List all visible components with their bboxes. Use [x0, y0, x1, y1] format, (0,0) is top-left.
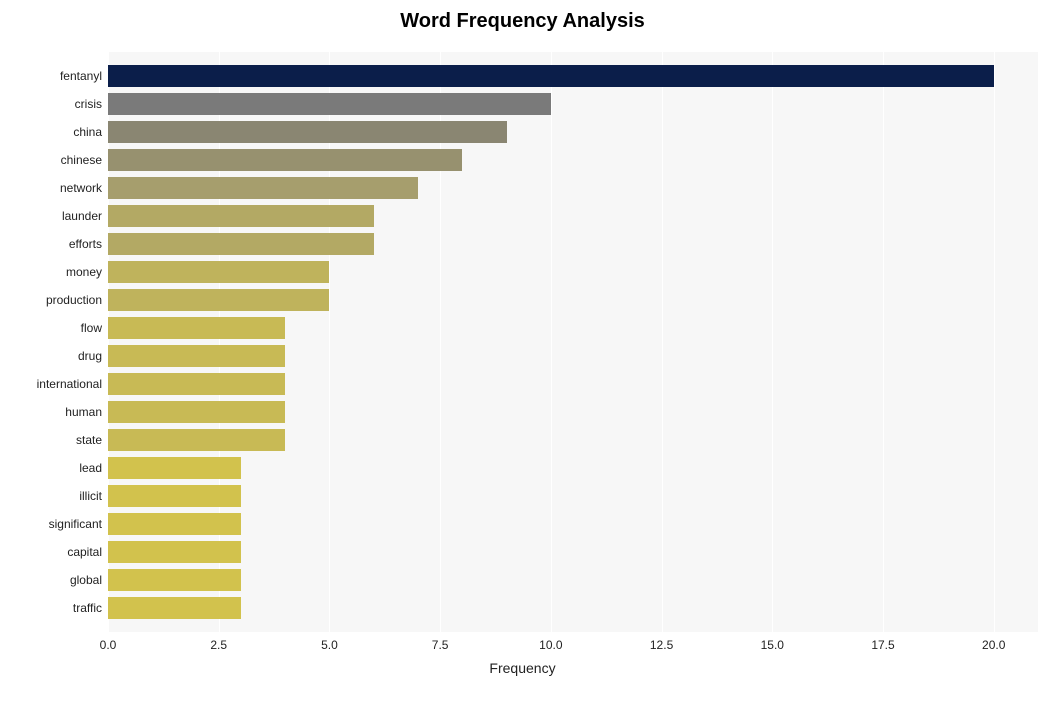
- y-tick-label: human: [65, 405, 108, 419]
- bar: [108, 317, 285, 339]
- bar: [108, 429, 285, 451]
- y-tick-label: drug: [78, 349, 108, 363]
- bar: [108, 373, 285, 395]
- y-tick-label: global: [70, 573, 108, 587]
- bar: [108, 457, 241, 479]
- y-tick-label: lead: [79, 461, 108, 475]
- bar: [108, 121, 507, 143]
- y-tick-label: chinese: [61, 153, 108, 167]
- y-tick-label: flow: [81, 321, 108, 335]
- x-axis-title: Frequency: [0, 660, 1045, 676]
- y-tick-label: china: [73, 125, 108, 139]
- x-gridline: [662, 52, 663, 632]
- bar: [108, 513, 241, 535]
- x-tick-label: 0.0: [100, 632, 117, 652]
- bar: [108, 149, 462, 171]
- y-tick-label: fentanyl: [60, 69, 108, 83]
- chart-title: Word Frequency Analysis: [0, 10, 1045, 33]
- bar: [108, 93, 551, 115]
- bar: [108, 177, 418, 199]
- y-tick-label: capital: [67, 545, 108, 559]
- x-tick-label: 7.5: [432, 632, 449, 652]
- bar: [108, 345, 285, 367]
- bar: [108, 205, 374, 227]
- bar: [108, 233, 374, 255]
- x-gridline: [994, 52, 995, 632]
- bar: [108, 485, 241, 507]
- y-tick-label: traffic: [73, 601, 108, 615]
- x-gridline: [551, 52, 552, 632]
- y-tick-label: illicit: [79, 489, 108, 503]
- word-frequency-chart: Word Frequency Analysis 0.02.55.07.510.0…: [0, 0, 1045, 701]
- bar: [108, 597, 241, 619]
- y-tick-label: launder: [62, 209, 108, 223]
- y-tick-label: money: [66, 265, 108, 279]
- y-tick-label: international: [37, 377, 108, 391]
- x-tick-label: 17.5: [871, 632, 894, 652]
- bar: [108, 569, 241, 591]
- x-tick-label: 10.0: [539, 632, 562, 652]
- x-tick-label: 5.0: [321, 632, 338, 652]
- y-tick-label: efforts: [69, 237, 108, 251]
- x-tick-label: 15.0: [761, 632, 784, 652]
- x-tick-label: 20.0: [982, 632, 1005, 652]
- x-gridline: [883, 52, 884, 632]
- bar: [108, 261, 329, 283]
- bar: [108, 401, 285, 423]
- bar: [108, 289, 329, 311]
- plot-area: 0.02.55.07.510.012.515.017.520.0fentanyl…: [108, 52, 1038, 632]
- x-gridline: [772, 52, 773, 632]
- y-tick-label: significant: [49, 517, 108, 531]
- y-tick-label: production: [46, 293, 108, 307]
- bar: [108, 541, 241, 563]
- bar: [108, 65, 994, 87]
- x-tick-label: 12.5: [650, 632, 673, 652]
- y-tick-label: crisis: [75, 97, 108, 111]
- y-tick-label: state: [76, 433, 108, 447]
- y-tick-label: network: [60, 181, 108, 195]
- x-tick-label: 2.5: [210, 632, 227, 652]
